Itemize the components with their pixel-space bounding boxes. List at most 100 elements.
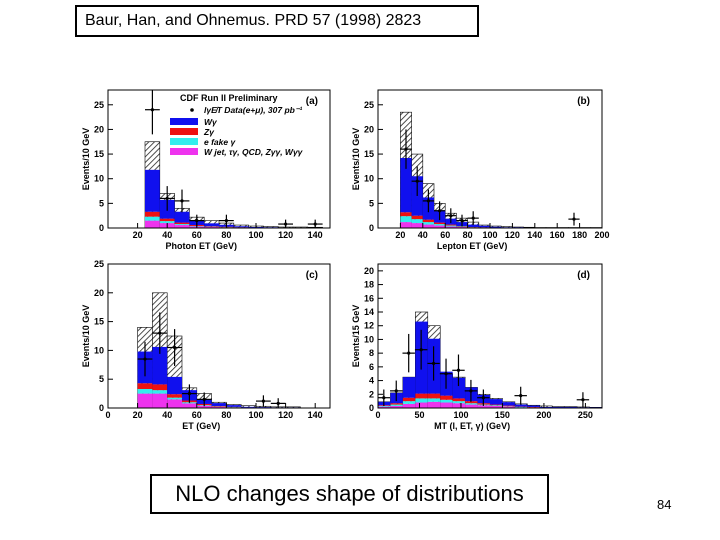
chart-a: 20 40 60 80 100 120 140 0 5 10 15 20 25 Photon ET (Ge… — [81, 89, 331, 251]
x-tick-label: 80 — [221, 410, 231, 420]
x-tick-label: 100 — [453, 410, 468, 420]
other-bar — [152, 393, 168, 408]
zgamma-bar — [440, 395, 453, 400]
data-point — [196, 392, 212, 407]
data-point — [402, 333, 415, 373]
other-bar — [445, 226, 457, 228]
x-tick-label: 140 — [527, 230, 542, 240]
efake-bar — [174, 224, 190, 226]
x-tick-label: 50 — [414, 410, 424, 420]
data-point — [145, 90, 160, 135]
page-number: 84 — [657, 497, 672, 512]
data-marker — [261, 399, 265, 403]
efake-bar — [137, 388, 153, 394]
efake-bar — [490, 405, 503, 406]
x-tick-label: 120 — [278, 230, 293, 240]
other-bar — [490, 405, 503, 408]
plot-area — [137, 292, 301, 409]
other-bar — [465, 404, 478, 408]
data-point — [445, 208, 457, 224]
data-point — [377, 389, 391, 406]
legend: CDF Run II Preliminary lγE̸T Data(e+μ), 3… — [170, 93, 304, 157]
data-marker — [150, 108, 154, 112]
data-marker — [426, 199, 430, 203]
data-marker — [444, 372, 448, 376]
zgamma-bar — [422, 219, 434, 223]
legend-item-label: e fake γ — [204, 137, 236, 147]
other-bar — [196, 405, 212, 408]
data-point — [456, 214, 468, 227]
x-tick-label: 120 — [505, 230, 520, 240]
y-tick-label: 0 — [369, 223, 374, 233]
x-tick-label: 20 — [395, 230, 405, 240]
wgamma-bar — [241, 406, 256, 408]
y-tick-label: 15 — [94, 317, 104, 327]
x-axis-title: ET (GeV) — [182, 421, 220, 431]
chart-c: 0 20 40 60 80 100 120 140 0 5 10 15 20 25 ET (GeV) Even… — [81, 259, 331, 431]
y-axis-title: Events/15 GeV — [351, 305, 361, 368]
zgamma-bar — [445, 224, 457, 226]
data-point — [400, 129, 412, 169]
data-marker — [471, 216, 475, 220]
data-point — [427, 346, 440, 381]
efake-bar — [427, 398, 441, 402]
y-tick-label: 10 — [94, 174, 104, 184]
data-point — [452, 354, 465, 387]
other-bar — [452, 403, 466, 408]
y-tick-label: 20 — [364, 124, 374, 134]
y-tick-label: 25 — [94, 100, 104, 110]
data-marker — [481, 396, 485, 400]
y-tick-label: 25 — [94, 259, 104, 269]
x-tick-label: 0 — [375, 410, 380, 420]
panel-label: (a) — [306, 96, 318, 107]
wgamma-bar — [411, 176, 423, 216]
other-bar — [502, 406, 515, 408]
y-tick-label: 10 — [364, 334, 374, 344]
data-marker — [224, 219, 228, 223]
y-tick-label: 18 — [364, 280, 374, 290]
y-tick-label: 5 — [99, 374, 104, 384]
wgamma-bar — [400, 158, 412, 213]
x-tick-label: 120 — [278, 410, 293, 420]
y-tick-label: 2 — [369, 389, 374, 399]
efake-bar — [411, 219, 423, 224]
wgamma-bar — [152, 346, 168, 385]
wgamma-bar — [514, 404, 528, 407]
x-tick-label: 140 — [308, 230, 323, 240]
other-bar — [378, 406, 391, 408]
wgamma-bar — [490, 226, 502, 228]
efake-bar — [440, 399, 453, 403]
caption-box: NLO changes shape of distributions — [150, 474, 549, 514]
x-tick-label: 160 — [550, 230, 565, 240]
plot-area — [400, 111, 603, 229]
data-point — [439, 358, 453, 389]
x-tick-label: 60 — [192, 230, 202, 240]
efake-bar — [145, 216, 160, 221]
data-point — [477, 389, 490, 406]
efake-bar — [415, 398, 428, 403]
efake-bar — [152, 390, 168, 394]
other-bar — [434, 225, 446, 228]
wgamma-bar — [539, 406, 553, 408]
efake-bar — [452, 401, 466, 404]
legend-swatch — [170, 148, 198, 155]
data-marker — [165, 196, 169, 201]
efake-bar — [402, 401, 416, 404]
data-point — [390, 380, 403, 402]
data-marker — [404, 147, 408, 151]
other-bar — [400, 222, 412, 228]
zgamma-bar — [390, 403, 403, 405]
wgamma-bar — [145, 169, 160, 212]
y-tick-label: 20 — [94, 124, 104, 134]
plot-frame — [107, 263, 331, 409]
wgamma-bar — [564, 406, 578, 408]
wgamma-bar — [204, 223, 219, 227]
plot-area — [377, 311, 603, 409]
data-marker — [572, 217, 576, 221]
wgamma-bar — [226, 405, 242, 407]
y-axis-title: Events/10 GeV — [81, 305, 91, 368]
other-bar — [415, 402, 428, 408]
data-marker — [519, 394, 523, 398]
data-marker — [581, 398, 585, 402]
efake-bar — [434, 224, 446, 226]
